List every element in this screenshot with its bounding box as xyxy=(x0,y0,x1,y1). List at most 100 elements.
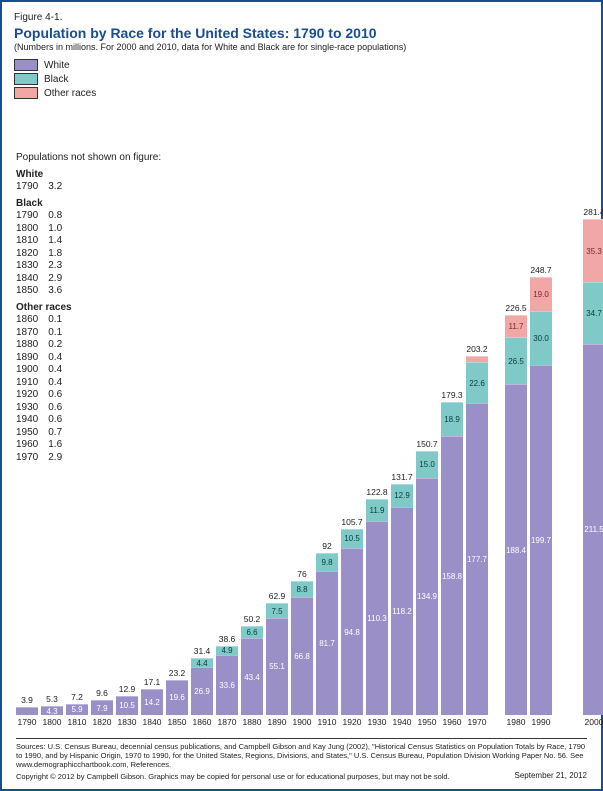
figure-label: Figure 4-1. xyxy=(14,12,589,23)
x-axis-label: 2000 xyxy=(583,717,603,727)
bar-segment-white: 33.6 xyxy=(216,655,238,715)
bar-segment-black: 12.9 xyxy=(391,484,413,508)
bar-total-label: 150.7 xyxy=(416,439,438,449)
bar-segment-white: 5.9 xyxy=(66,704,88,715)
bar-segment-white: 19.6 xyxy=(166,680,188,715)
x-axis-label: 1930 xyxy=(366,717,388,727)
bar-segment-white: 199.7 xyxy=(530,365,552,715)
bar-total-label: 5.3 xyxy=(41,694,63,704)
bar-segment-white: 118.2 xyxy=(391,507,413,715)
bar-segment-white: 14.2 xyxy=(141,689,163,715)
bar-total-label: 50.2 xyxy=(241,614,263,624)
bar-column: 55.17.562.91890 xyxy=(266,603,288,715)
bar-column: 199.730.019.0248.71990 xyxy=(530,277,552,715)
figure-title: Population by Race for the United States… xyxy=(14,25,589,41)
x-axis-label: 1800 xyxy=(41,717,63,727)
legend-item: Black xyxy=(14,72,589,86)
bar-segment-white: 81.7 xyxy=(316,571,338,715)
chart-area: 3.917904.35.318005.97.218107.99.6182010.… xyxy=(16,102,587,729)
bar-segment-other: 35.3 xyxy=(583,219,603,282)
bar-segment-white: 177.7 xyxy=(466,403,488,715)
bar-total-label: 17.1 xyxy=(141,677,163,687)
x-axis-label: 1830 xyxy=(116,717,138,727)
legend-swatch xyxy=(14,73,38,85)
bar-segment-white: 158.8 xyxy=(441,436,463,715)
bar-column: 110.311.9122.81930 xyxy=(366,499,388,715)
bar-column: 26.94.431.41860 xyxy=(191,658,213,715)
legend-label: Other races xyxy=(44,88,96,99)
bar-segment-white: 211.5 xyxy=(583,344,603,715)
bar-column: 188.426.511.7226.51980 xyxy=(505,315,527,715)
bar-total-label: 76 xyxy=(291,569,313,579)
figure-subtitle: (Numbers in millions. For 2000 and 2010,… xyxy=(14,42,589,52)
x-axis-label: 1900 xyxy=(291,717,313,727)
bar-segment-black: 18.9 xyxy=(441,402,463,436)
figure-frame: Figure 4-1. Population by Race for the U… xyxy=(0,0,603,791)
legend-label: Black xyxy=(44,74,68,85)
bar-segment-white: 7.9 xyxy=(91,700,113,715)
bars-container: 3.917904.35.318005.97.218107.99.6182010.… xyxy=(16,155,587,715)
x-axis-label: 1790 xyxy=(16,717,38,727)
bar-segment-white: 4.3 xyxy=(41,706,63,715)
bar-column: 3.91790 xyxy=(16,707,38,715)
legend-swatch xyxy=(14,87,38,99)
sources-text: Sources: U.S. Census Bureau, decennial c… xyxy=(16,742,587,770)
bar-total-label: 38.6 xyxy=(216,634,238,644)
bar-segment-black: 26.5 xyxy=(505,337,527,384)
bar-segment-white: 188.4 xyxy=(505,384,527,715)
bar-segment-black: 22.6 xyxy=(466,362,488,403)
bar-total-label: 9.6 xyxy=(91,688,113,698)
bar-segment-white: 134.9 xyxy=(416,478,438,715)
bar-column: 14.217.11840 xyxy=(141,689,163,715)
x-axis-label: 1960 xyxy=(441,717,463,727)
bar-total-label: 12.9 xyxy=(116,684,138,694)
bar-segment-black: 4.9 xyxy=(216,646,238,656)
bar-column: 134.915.0150.71950 xyxy=(416,451,438,715)
bar-total-label: 3.9 xyxy=(16,695,38,705)
bar-total-label: 31.4 xyxy=(191,646,213,656)
bar-segment-other: 11.7 xyxy=(505,315,527,336)
bar-column: 33.64.938.61870 xyxy=(216,646,238,715)
x-axis-label: 1840 xyxy=(141,717,163,727)
bar-column: 158.818.9179.31960 xyxy=(441,402,463,715)
bar-segment-black: 10.5 xyxy=(341,529,363,548)
bar-segment-black: 7.5 xyxy=(266,603,288,617)
x-axis-label: 1910 xyxy=(316,717,338,727)
bar-total-label: 203.2 xyxy=(466,344,488,354)
legend-item: Other races xyxy=(14,86,589,100)
bar-total-label: 92 xyxy=(316,541,338,551)
legend-label: White xyxy=(44,60,70,71)
bar-segment-black: 11.9 xyxy=(366,499,388,521)
bar-column: 5.97.21810 xyxy=(66,704,88,715)
bar-segment-white: 94.8 xyxy=(341,548,363,715)
bar-segment-white: 43.4 xyxy=(241,638,263,715)
x-axis-label: 1950 xyxy=(416,717,438,727)
bar-column: 94.810.5105.71920 xyxy=(341,529,363,715)
bar-segment-other: 19.0 xyxy=(530,277,552,311)
bar-total-label: 226.5 xyxy=(505,303,527,313)
copyright-text: Copyright © 2012 by Campbell Gibson. Gra… xyxy=(16,772,450,781)
legend-swatch xyxy=(14,59,38,71)
bar-segment-black: 30.0 xyxy=(530,311,552,365)
x-axis-label: 1880 xyxy=(241,717,263,727)
x-axis-label: 1980 xyxy=(505,717,527,727)
bar-total-label: 179.3 xyxy=(441,390,463,400)
legend-item: White xyxy=(14,58,589,72)
bar-total-label: 23.2 xyxy=(166,668,188,678)
x-axis-label: 1870 xyxy=(216,717,238,727)
bar-segment-white xyxy=(16,707,38,715)
bar-column: 211.534.735.3281.42000 xyxy=(583,219,603,715)
sources-block: Sources: U.S. Census Bureau, decennial c… xyxy=(16,738,587,782)
figure-date: September 21, 2012 xyxy=(515,771,588,781)
bar-segment-white: 66.8 xyxy=(291,597,313,715)
bar-column: 81.79.8921910 xyxy=(316,553,338,715)
bar-total-label: 62.9 xyxy=(266,591,288,601)
legend: White Black Other races xyxy=(14,58,589,100)
bar-segment-black: 6.6 xyxy=(241,626,263,639)
bar-column: 4.35.31800 xyxy=(41,706,63,715)
bar-column: 10.512.91830 xyxy=(116,696,138,715)
bar-total-label: 248.7 xyxy=(530,265,552,275)
bar-column: 43.46.650.21880 xyxy=(241,626,263,715)
x-axis-label: 1990 xyxy=(530,717,552,727)
bar-segment-black: 34.7 xyxy=(583,282,603,344)
